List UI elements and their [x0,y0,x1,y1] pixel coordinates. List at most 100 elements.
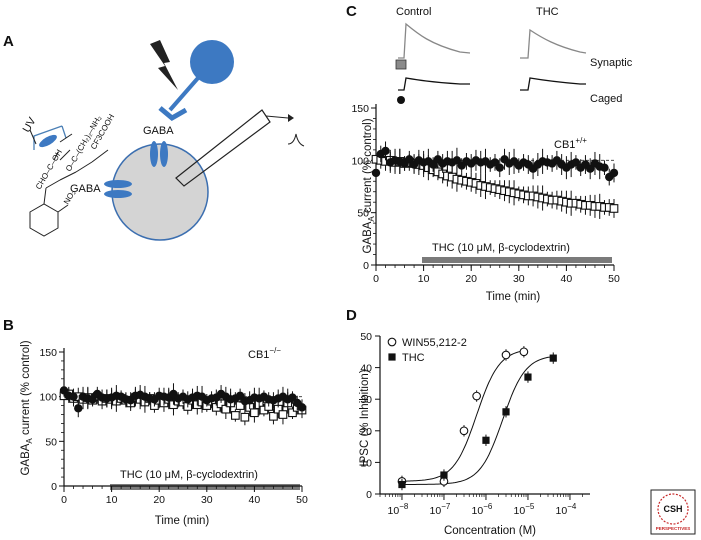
panel-d-letter: D [346,307,357,324]
panel-b-y-tick-label: 100 [39,392,57,404]
panel-c-thc-label: THC (10 μM, β-cyclodextrin) [432,242,570,254]
control-caged-trace [398,77,470,91]
panel-b-point-caged [278,410,288,419]
panel-d-point-thc [549,354,557,362]
panel-d-legend-label-win: WIN55,212-2 [402,337,467,349]
panel-d-y-tick-label: 20 [360,426,372,438]
panel-c: C Control THC Synaptic Caged GABAA curre… [346,3,633,303]
panel-d-point-thc [440,471,448,479]
panel-b-y-tick-label: 0 [51,481,57,493]
panel-d-x-tick-label: 10−8 [388,502,409,517]
panel-b-thc-bar [110,484,300,490]
axon-terminal [158,106,188,122]
gaba-receptor-left-1 [104,180,132,188]
panel-d-y-tick-label: 50 [360,331,372,343]
panel-d-point-thc [482,436,490,444]
panel-c-point-synaptic [381,146,390,156]
control-synaptic-trace [398,22,471,59]
panel-b-y-tick-label: 150 [39,347,57,359]
panel-d-point-win [472,391,481,401]
recording-arrow-icon [288,114,294,122]
panel-d-legend-marker-win [387,337,397,347]
panel-c-x-tick-label: 20 [465,273,477,285]
gaba-receptor-left-2 [104,190,132,198]
logo-text-top: CSH [663,504,682,514]
panel-b-point-synaptic [69,392,78,401]
gaba-label-top: GABA [143,125,174,137]
recording-trace-icon [287,133,305,147]
panel-b-plot: 0 10 20 30 40 50 0 50 100 150 [39,347,308,506]
panel-b-x-tick-label: 10 [106,494,118,506]
panel-b-x-tick-label: 40 [249,494,261,506]
logo-text-bottom: PERSPECTIVES [656,526,691,531]
thc-caged-trace [520,77,586,91]
panel-b-point-synaptic [74,404,83,413]
csh-perspectives-logo: CSH PERSPECTIVES [650,489,696,535]
panel-b-x-tick-label: 50 [296,494,308,506]
presynaptic-neuron [190,40,234,84]
panel-d-point-thc [502,408,510,416]
synaptic-marker-square-icon [395,59,407,70]
uv-label: UV [21,115,39,135]
panel-d-x-tick-label: 10−4 [556,502,577,517]
thc-label: THC [536,6,559,18]
panel-c-y-tick-label: 50 [357,208,369,220]
panel-c-genotype-label: CB1+/+ [554,136,587,151]
panel-b-y-tick-label: 50 [45,436,57,448]
panel-d-point-win [459,426,469,436]
panel-c-y-tick-label: 0 [363,260,369,272]
panel-c-xlabel: Time (min) [486,291,541,303]
control-label: Control [396,6,431,18]
panel-b-point-synaptic [297,403,307,412]
panel-c-thc-bar [422,257,612,263]
panel-b-thc-label: THC (10 μM, β-cyclodextrin) [120,469,258,481]
uv-lamp-icon [29,125,73,161]
panel-d-y-tick-label: 0 [366,489,372,501]
panel-c-x-tick-label: 0 [373,273,379,285]
panel-b-point-synaptic [59,386,69,395]
panel-d-legend-label-thc: THC [402,352,425,364]
panel-d-y-tick-label: 30 [360,394,372,406]
panel-b-point-caged [250,408,259,418]
gaba-label-left: GABA [70,183,101,195]
carbonyl-label: CHO–C–OH [34,148,64,191]
panel-b-point-synaptic [88,395,97,404]
panel-b-point-caged [269,411,278,421]
panel-b-point-synaptic [235,391,245,400]
recording-wire [265,115,289,119]
patch-pipette [175,109,271,187]
panel-b-point-synaptic [288,393,297,402]
panel-b-x-tick-label: 30 [201,494,213,506]
panel-d-x-tick-label: 10−6 [472,502,493,517]
panel-d-xlabel: Concentration (M) [444,525,536,537]
panel-c-point-synaptic [495,163,504,172]
gaba-receptor-top-2 [160,141,168,167]
panel-c-plot: 0 10 20 30 40 50 0 50 100 150 [351,103,620,285]
panel-d: D IPSC (% Inhibition) Concentration (M) … [346,307,590,537]
panel-c-x-tick-label: 40 [561,273,573,285]
panel-b-letter: B [3,317,14,334]
caged-compound-structure [29,149,109,237]
panel-a-letter: A [3,33,14,50]
panel-d-point-win [501,350,511,360]
panel-b-point-caged [231,411,240,420]
panel-d-y-tick-label: 10 [360,457,372,469]
panel-d-y-tick-label: 40 [360,363,372,375]
panel-b-x-tick-label: 0 [61,494,67,506]
panel-b-point-caged [288,408,297,418]
panel-c-y-tick-label: 150 [351,103,369,115]
panel-d-point-win [519,347,529,357]
caged-label: Caged [590,93,622,105]
gaba-receptor-top-1 [150,141,158,167]
panel-c-x-tick-label: 30 [513,273,525,285]
axon [168,76,200,112]
panel-d-point-thc [398,480,406,489]
panel-d-x-tick-label: 10−7 [430,502,451,517]
caged-marker-circle-icon [397,96,405,104]
panel-d-fit-curve-win [401,350,524,482]
panel-a: A UV NO₂ CHO–C–OH O–C–(CH₂)₂–NH₂ CF3COOH [3,33,305,241]
panel-c-point-caged [609,204,619,213]
panel-c-point-synaptic [600,163,609,172]
panel-d-legend-marker-thc [388,353,396,361]
panel-b-genotype-label: CB1−/− [248,346,281,361]
